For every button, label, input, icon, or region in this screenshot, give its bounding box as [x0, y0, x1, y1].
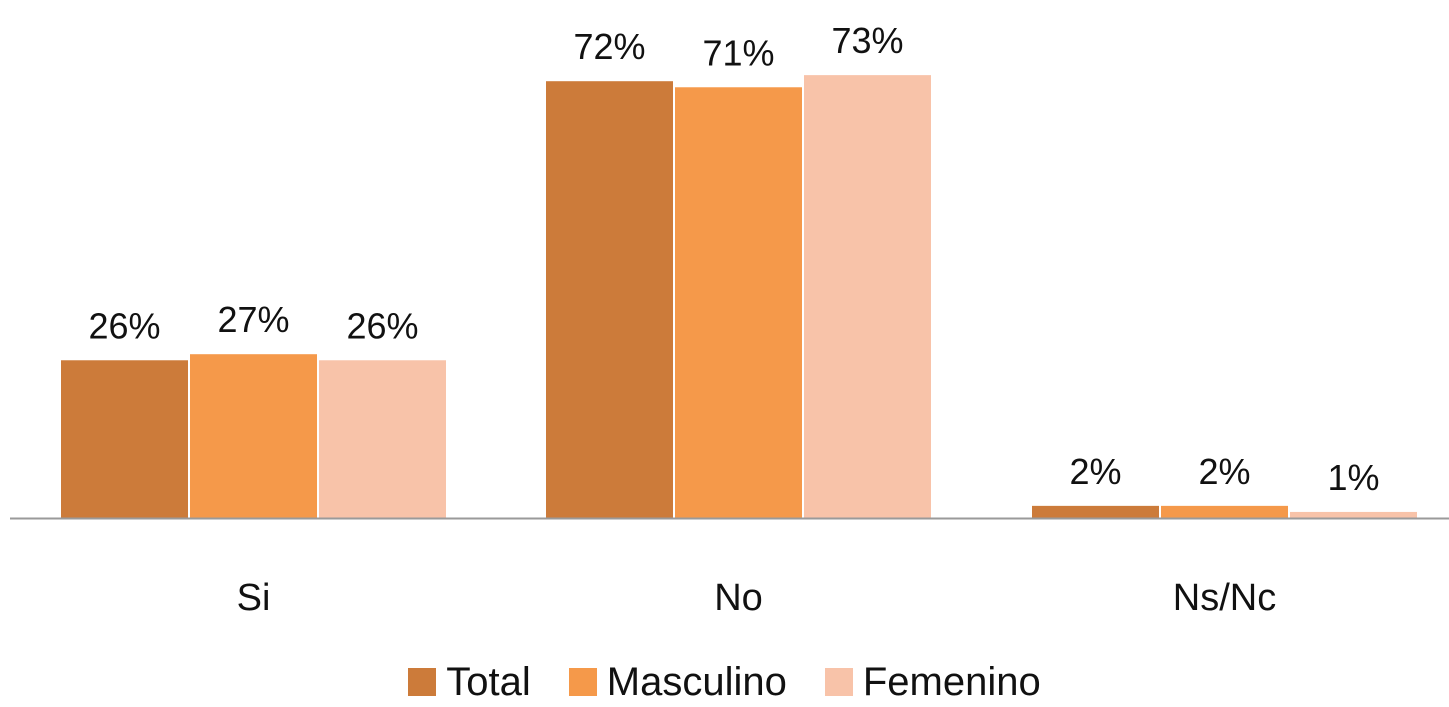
- data-label-si-masculino: 27%: [217, 299, 289, 340]
- legend-label-masculino: Masculino: [606, 660, 787, 704]
- bar-ns-nc-total: [1032, 505, 1159, 518]
- bar-ns-nc-femenino: [1290, 511, 1417, 518]
- legend-item-femenino: Femenino: [824, 660, 1041, 704]
- bar-si-total: [61, 360, 188, 518]
- legend-swatch-femenino: [824, 668, 853, 696]
- bar-no-masculino: [675, 87, 802, 519]
- legend-label-femenino: Femenino: [862, 660, 1041, 704]
- data-label-ns-nc-masculino: 2%: [1198, 451, 1250, 492]
- category-label-no: No: [714, 577, 763, 619]
- bar-si-masculino: [190, 354, 317, 518]
- data-label-no-femenino: 73%: [831, 20, 903, 61]
- bar-ns-nc-masculino: [1161, 505, 1288, 518]
- data-label-no-total: 72%: [573, 26, 645, 67]
- legend-label-total: Total: [446, 660, 531, 704]
- data-label-ns-nc-femenino: 1%: [1327, 457, 1379, 498]
- category-label-si: Si: [237, 577, 271, 619]
- bar-si-femenino: [319, 360, 446, 518]
- legend-item-total: Total: [408, 662, 531, 702]
- data-label-ns-nc-total: 2%: [1069, 451, 1121, 492]
- category-label-ns-nc: Ns/Nc: [1173, 577, 1276, 619]
- legend-item-masculino: Masculino: [568, 660, 787, 704]
- legend: Total Masculino Femenino: [0, 662, 1449, 702]
- data-label-si-total: 26%: [88, 305, 160, 346]
- bar-no-total: [546, 81, 673, 518]
- legend-swatch-masculino: [568, 668, 597, 696]
- bar-no-femenino: [804, 75, 931, 518]
- data-label-si-femenino: 26%: [346, 305, 418, 346]
- data-label-no-masculino: 71%: [702, 32, 774, 73]
- legend-swatch-total: [408, 668, 437, 696]
